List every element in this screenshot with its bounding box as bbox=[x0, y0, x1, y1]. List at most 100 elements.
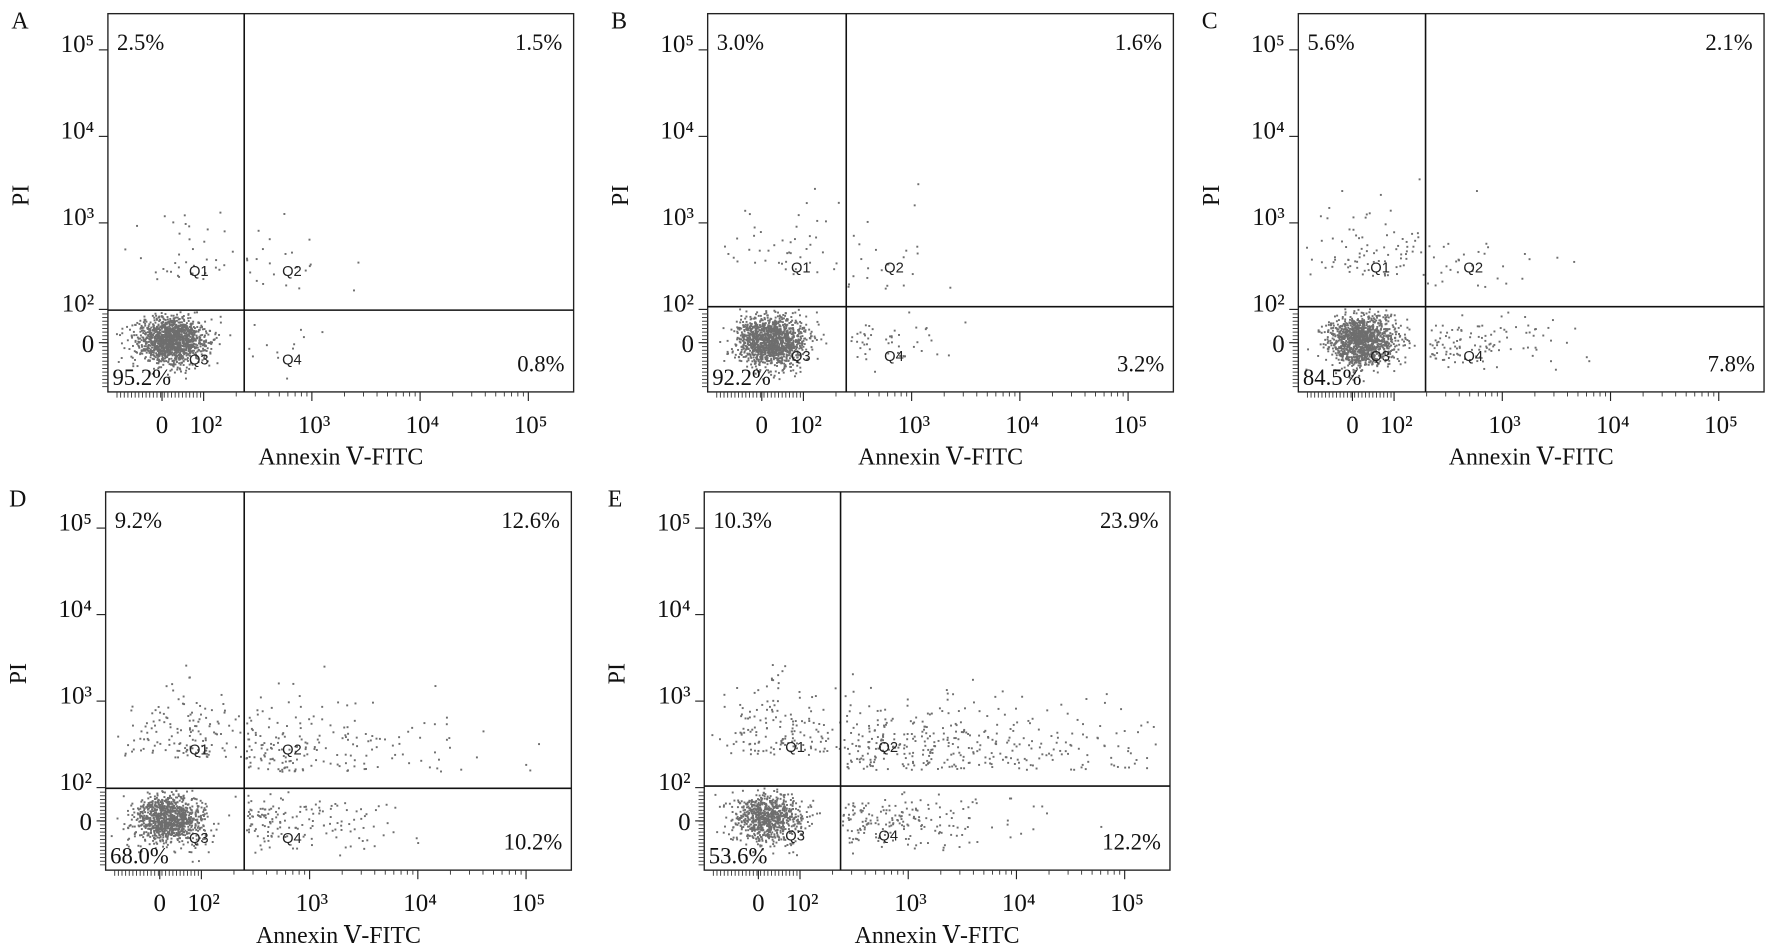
event-dot bbox=[175, 319, 178, 322]
event-dot bbox=[162, 363, 165, 366]
event-dot bbox=[1367, 358, 1370, 361]
event-dot bbox=[147, 340, 150, 343]
event-dot bbox=[776, 337, 779, 340]
event-dot bbox=[156, 349, 159, 352]
event-dot bbox=[1350, 335, 1353, 338]
event-dot bbox=[1344, 331, 1347, 334]
event-dot bbox=[772, 347, 775, 350]
event-dot bbox=[796, 334, 799, 337]
event-dot bbox=[372, 701, 374, 704]
event-dot bbox=[1379, 328, 1382, 331]
event-dot bbox=[1458, 346, 1461, 349]
event-dot bbox=[1362, 320, 1365, 323]
event-dot bbox=[172, 323, 175, 326]
event-dot bbox=[538, 743, 541, 746]
event-dot bbox=[173, 347, 176, 349]
event-dot bbox=[179, 358, 182, 361]
event-dot bbox=[800, 337, 803, 340]
event-dot bbox=[193, 333, 196, 336]
event-dot bbox=[746, 334, 749, 337]
event-dot bbox=[216, 720, 219, 723]
event-dot bbox=[167, 353, 170, 356]
event-dot bbox=[185, 348, 187, 351]
event-dot bbox=[1337, 328, 1340, 331]
event-dot bbox=[1361, 317, 1364, 320]
event-dot bbox=[780, 346, 783, 349]
event-dot bbox=[1361, 236, 1364, 239]
event-dot bbox=[1389, 332, 1392, 335]
event-dot bbox=[1344, 341, 1347, 344]
event-dot bbox=[1384, 274, 1387, 277]
event-dot bbox=[764, 318, 766, 321]
event-dot bbox=[776, 349, 779, 352]
event-dot bbox=[1335, 341, 1338, 344]
event-dot bbox=[1380, 324, 1383, 327]
event-dot bbox=[1477, 284, 1479, 287]
event-dot bbox=[156, 741, 159, 744]
event-dot bbox=[1351, 321, 1354, 324]
event-dot bbox=[165, 343, 168, 346]
event-dot bbox=[188, 354, 191, 357]
event-dot bbox=[1305, 368, 1308, 371]
event-dot bbox=[1405, 250, 1408, 253]
event-dot bbox=[182, 360, 185, 363]
event-dot bbox=[189, 728, 191, 731]
event-dot bbox=[768, 360, 771, 362]
event-dot bbox=[848, 283, 850, 286]
event-dot bbox=[794, 348, 797, 351]
event-dot bbox=[1372, 323, 1375, 326]
event-dot bbox=[1377, 333, 1380, 336]
event-dot bbox=[768, 346, 771, 348]
event-dot bbox=[165, 323, 168, 326]
event-dot bbox=[167, 339, 170, 342]
event-dot bbox=[184, 344, 187, 347]
event-dot bbox=[1469, 358, 1471, 361]
event-dot bbox=[1372, 360, 1375, 363]
event-dot bbox=[159, 329, 161, 332]
event-dot bbox=[791, 327, 794, 329]
event-dot bbox=[1456, 340, 1459, 342]
event-dot bbox=[779, 357, 782, 360]
event-dot bbox=[1317, 329, 1320, 332]
quadrant-percent: 95.2% bbox=[112, 365, 171, 390]
event-dot bbox=[199, 342, 202, 345]
event-dot bbox=[1346, 336, 1349, 339]
event-dot bbox=[764, 322, 767, 325]
event-dot bbox=[766, 347, 769, 350]
event-dot bbox=[161, 341, 164, 344]
event-dot bbox=[776, 364, 778, 367]
event-dot bbox=[793, 375, 796, 378]
event-dot bbox=[851, 336, 854, 339]
event-dot bbox=[186, 748, 189, 751]
event-dot bbox=[1358, 366, 1361, 369]
event-dot bbox=[189, 326, 192, 329]
event-dot bbox=[171, 364, 174, 367]
event-dot bbox=[212, 338, 215, 341]
event-dot bbox=[1335, 320, 1338, 323]
event-dot bbox=[1383, 341, 1386, 344]
event-dot bbox=[132, 330, 135, 333]
event-dot bbox=[172, 337, 175, 339]
event-dot bbox=[765, 338, 768, 341]
event-dot bbox=[200, 339, 203, 342]
event-dot bbox=[833, 268, 836, 271]
event-dot bbox=[1327, 330, 1330, 333]
event-dot bbox=[803, 330, 806, 333]
event-dot bbox=[760, 360, 763, 363]
event-dot bbox=[1390, 356, 1393, 359]
event-dot bbox=[767, 354, 770, 357]
event-dot bbox=[1361, 325, 1364, 328]
event-dot bbox=[173, 317, 176, 320]
event-dot bbox=[775, 354, 778, 357]
event-dot bbox=[1374, 348, 1377, 351]
event-dot bbox=[159, 352, 162, 355]
event-dot bbox=[1528, 258, 1531, 261]
event-dot bbox=[885, 338, 888, 341]
event-dot bbox=[1369, 325, 1372, 328]
event-dot bbox=[811, 348, 814, 351]
event-dot bbox=[752, 338, 755, 341]
event-dot bbox=[151, 336, 154, 339]
event-dot bbox=[1369, 335, 1372, 338]
event-dot bbox=[154, 339, 157, 342]
event-dot bbox=[1588, 360, 1591, 363]
